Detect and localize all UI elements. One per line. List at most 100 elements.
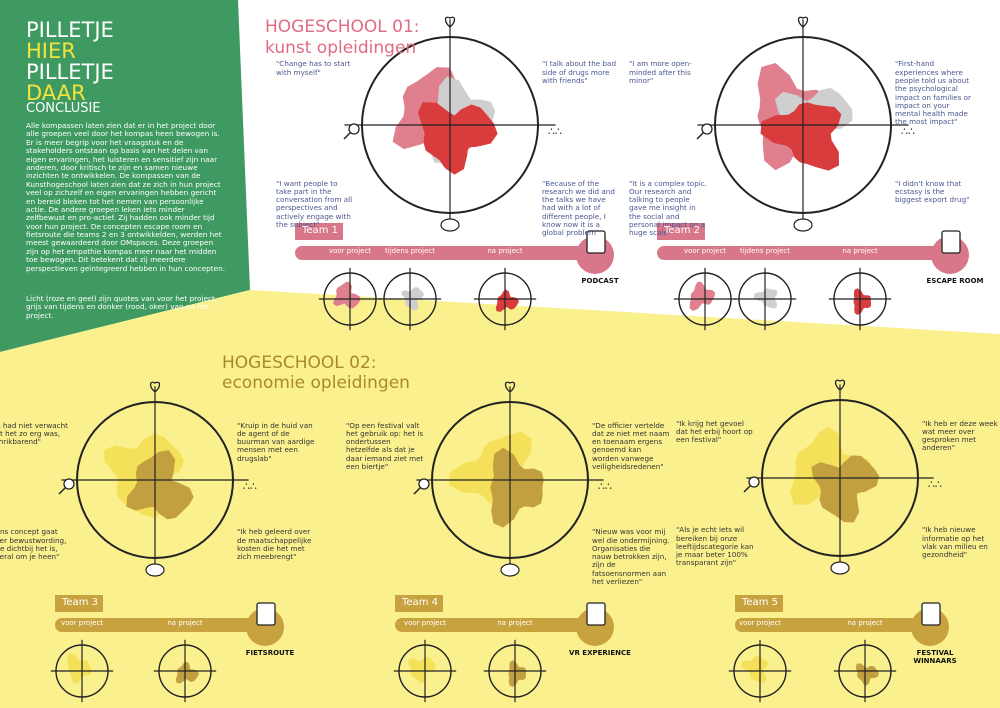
team-label: Team 2 (664, 225, 700, 236)
phase-label: na project (842, 247, 878, 255)
quote: "Ik heb nieuwe informatie op het vlak va… (922, 525, 988, 560)
product-label: PODCAST (581, 277, 619, 285)
title: PILLETJE HIER PILLETJE DAAR (26, 20, 114, 104)
team-label: Team 4 (402, 597, 438, 608)
speech-icon (830, 561, 850, 575)
blob (408, 656, 436, 683)
timeline-bar (295, 246, 595, 260)
timeline-bar (395, 618, 595, 632)
blob (418, 102, 498, 175)
team-label-bg (735, 595, 783, 612)
blob (333, 281, 361, 309)
quote: "First-hand experiences where people tol… (895, 59, 971, 127)
title-line: DAAR (26, 81, 86, 105)
quote: "I didn't know that ecstasy is the bigge… (895, 178, 970, 205)
product-label: FIETSROUTE (245, 649, 295, 657)
magnifier-icon (63, 478, 75, 490)
blob (853, 288, 872, 315)
heart-icon (149, 381, 161, 393)
magnifier-icon (748, 476, 760, 488)
blob (689, 281, 716, 311)
phase-label: tijdens project (740, 247, 790, 255)
quote: "Because of the research we did and the … (542, 178, 615, 238)
timeline-bar (55, 618, 265, 632)
product-label: ESCAPE ROOM (926, 277, 984, 285)
footprint-icon: ∴∴ (548, 125, 562, 138)
speech-icon (145, 563, 165, 577)
team-label: Team 3 (62, 597, 98, 608)
note: Licht (roze en geel) zijn quotes van voo… (26, 294, 218, 320)
quote: "It is a complex topic. Our research and… (629, 178, 707, 238)
blob (760, 102, 842, 171)
school-title: HOGESCHOOL 01: (265, 17, 420, 37)
phase-label: voor project (328, 247, 372, 255)
quote: "Als je echt iets wil bereiken bij onze … (676, 525, 754, 568)
product-label: VR EXPERIENCE (569, 649, 631, 657)
quote: "Nieuw was voor mij wel die ondermijning… (592, 527, 670, 587)
school-title: HOGESCHOOL 02: (222, 353, 377, 373)
team-label: Team 5 (742, 597, 778, 608)
product-icon (586, 230, 606, 254)
blob (67, 653, 92, 684)
product-icon (921, 602, 941, 626)
quote: "I am more open-minded after this minor" (629, 59, 692, 85)
magnifier-icon (343, 132, 351, 140)
magnifier-icon (348, 123, 360, 135)
team-label-bg (295, 223, 343, 240)
quote: "Ik had niet verwacht dat het zo erg was… (0, 420, 68, 447)
timeline-bar (657, 246, 950, 260)
phase-label: voor project (60, 619, 104, 627)
green-panel (0, 0, 250, 352)
magnifier-icon (743, 485, 751, 493)
phase-label: tijdens project (385, 247, 435, 255)
quote: "I want people to take part in the conve… (276, 178, 353, 229)
school-subtitle: economie opleidingen (222, 373, 410, 393)
timeline-bar (735, 618, 930, 632)
product-icon (256, 602, 276, 626)
phase-label: na project (847, 619, 883, 627)
quote: "Ik heb geleerd over de maatschappelijke… (237, 527, 312, 562)
blob (490, 447, 544, 528)
quote: "Change has to start with myself" (276, 59, 351, 77)
heart-icon (834, 379, 846, 391)
blob (175, 661, 199, 684)
heading: CONCLUSIE (26, 101, 101, 116)
team-label-bg (55, 595, 103, 612)
product-icon (586, 602, 606, 626)
magnifier-icon (696, 132, 704, 140)
footprint-icon: ∴∴ (598, 480, 612, 493)
blob (811, 455, 880, 523)
heart-icon (797, 16, 809, 28)
phase-label: na project (167, 619, 203, 627)
quote: "De officier vertelde dat ze niet met na… (592, 420, 670, 472)
magnifier-icon (418, 478, 430, 490)
blob (855, 663, 879, 686)
phase-label: na project (497, 619, 533, 627)
blob (508, 660, 527, 687)
title-line: PILLETJE (26, 60, 114, 84)
title-line: PILLETJE (26, 18, 114, 42)
team-label-bg (657, 223, 705, 240)
heart-icon (504, 381, 516, 393)
magnifier-icon (58, 487, 66, 495)
quote: "Ik krijg het gevoel dat het erbij hoort… (676, 418, 753, 445)
product-icon (941, 230, 961, 254)
product-label: FESTIVAL WINNAARS (913, 649, 957, 666)
footprint-icon: ∴∴ (901, 125, 915, 138)
footprint-icon: ∴∴ (928, 478, 942, 491)
speech-icon (500, 563, 520, 577)
footprint-icon: ∴∴ (243, 480, 257, 493)
phase-label: voor project (403, 619, 447, 627)
quote: "Ik heb er deze week wat meer over gespr… (922, 418, 998, 453)
speech-icon (440, 218, 460, 232)
quote: "Op een festival valt het gebruik op: he… (346, 420, 424, 472)
heart-icon (444, 16, 456, 28)
quote: "Ons concept gaat over bewustwording, ho… (0, 527, 67, 562)
team-label: Team 1 (302, 225, 338, 236)
quote: "I talk about the bad side of drugs more… (542, 59, 617, 85)
phase-label: na project (487, 247, 523, 255)
magnifier-icon (413, 487, 421, 495)
phase-label: voor project (738, 619, 782, 627)
